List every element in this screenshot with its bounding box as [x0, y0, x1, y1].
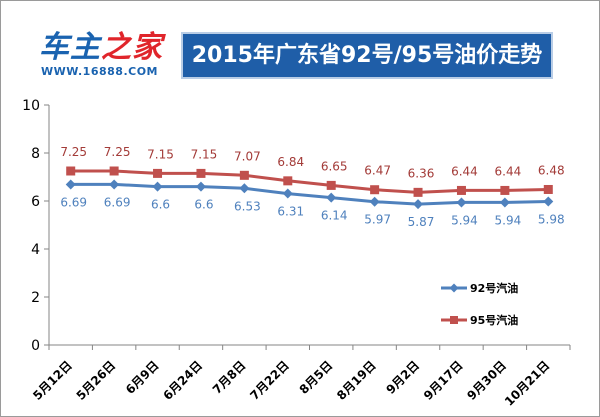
series-95-data-label: 7.25	[104, 145, 131, 159]
series-95-point	[543, 184, 553, 194]
logo-url: WWW.16888.COM	[41, 65, 158, 78]
series-95-data-label: 6.84	[277, 155, 304, 169]
series-92-data-label: 6.53	[234, 199, 261, 213]
series-92-data-label: 5.94	[495, 213, 522, 227]
series-95-point	[283, 176, 293, 186]
series-95-line	[70, 169, 549, 194]
y-tick-label: 4	[31, 242, 40, 258]
x-tick-label: 5月26日	[74, 358, 119, 403]
series-95-data-label: 7.07	[234, 149, 261, 163]
x-tick-label: 8月5日	[297, 358, 336, 397]
y-tick-label: 2	[31, 290, 40, 306]
series-92-point	[65, 179, 76, 190]
y-tick-label: 8	[31, 146, 40, 162]
series-95-point	[66, 166, 76, 176]
series-92-point	[456, 197, 467, 208]
series-92-data-label: 6.6	[194, 198, 213, 212]
series-92-data-label: 5.97	[364, 213, 391, 227]
series-95-data-label: 6.48	[538, 163, 565, 177]
series-95-point	[109, 166, 119, 176]
chart-title: 2015年广东省92号/95号油价走势	[191, 43, 543, 68]
series-95-point	[326, 180, 336, 190]
legend-95-label: 95号汽油	[470, 313, 518, 327]
series-92-point	[543, 196, 554, 207]
series-92-point	[152, 181, 163, 192]
series-92-point	[369, 196, 380, 207]
series-95-point	[153, 168, 163, 178]
series-92-point	[109, 179, 120, 190]
series-95-point	[239, 170, 249, 180]
series-95-data-label: 6.65	[321, 159, 348, 173]
series-92-data-label: 6.69	[104, 195, 131, 209]
series-95-data-label: 6.44	[451, 164, 478, 178]
series-92-data-label: 5.98	[538, 212, 565, 226]
y-tick-label: 6	[31, 194, 40, 210]
x-tick-label: 10月21日	[502, 358, 552, 408]
x-tick-label: 5月12日	[30, 358, 75, 403]
x-tick-label: 7月8日	[210, 358, 249, 397]
series-92-line	[70, 182, 549, 206]
x-tick-label: 8月19日	[334, 358, 379, 403]
series-95-data-label: 6.47	[364, 164, 391, 178]
series-95-data-label: 6.36	[408, 166, 435, 180]
series-95-data-label: 6.44	[495, 164, 522, 178]
y-tick-label: 10	[22, 98, 40, 114]
series-92-data-label: 6.14	[321, 209, 348, 223]
series-95-point	[456, 185, 466, 195]
legend-92-marker	[449, 283, 459, 293]
x-tick-label: 7月22日	[247, 358, 292, 403]
series-95-point	[370, 185, 380, 195]
legend-95-marker	[450, 316, 458, 324]
x-tick-label: 9月2日	[383, 358, 422, 397]
series-92-data-label: 5.94	[451, 213, 478, 227]
logo-wordmark: 车主之家	[39, 31, 163, 65]
series-92-data-label: 6.6	[151, 198, 170, 212]
series-95-point	[500, 185, 510, 195]
series-92-point	[195, 181, 206, 192]
series-92-point	[413, 199, 424, 210]
logo-text-blue: 车主	[39, 30, 101, 65]
x-tick-label: 6月9日	[123, 358, 162, 397]
x-tick-label: 6月24日	[160, 358, 205, 403]
series-95-point	[413, 187, 423, 197]
series-95-data-label: 7.25	[60, 145, 87, 159]
x-tick-label: 9月30日	[464, 358, 509, 403]
series-95-point	[196, 168, 206, 178]
legend-92-label: 92号汽油	[470, 281, 518, 295]
series-92-point	[326, 192, 337, 203]
series-92-data-label: 5.87	[408, 215, 435, 229]
x-tick-label: 9月17日	[421, 358, 466, 403]
site-logo: 车主之家 WWW.16888.COM	[39, 31, 175, 83]
logo-text-red: 之家	[101, 30, 163, 65]
series-92-point	[239, 183, 250, 194]
series-92-data-label: 6.31	[277, 205, 304, 219]
series-92-point	[499, 197, 510, 208]
series-92-data-label: 6.69	[60, 195, 87, 209]
title-banner: 2015年广东省92号/95号油价走势	[181, 32, 553, 79]
series-95-data-label: 7.15	[191, 147, 218, 161]
series-95-data-label: 7.15	[147, 147, 174, 161]
y-tick-label: 0	[31, 338, 40, 354]
series-92-point	[282, 188, 293, 199]
